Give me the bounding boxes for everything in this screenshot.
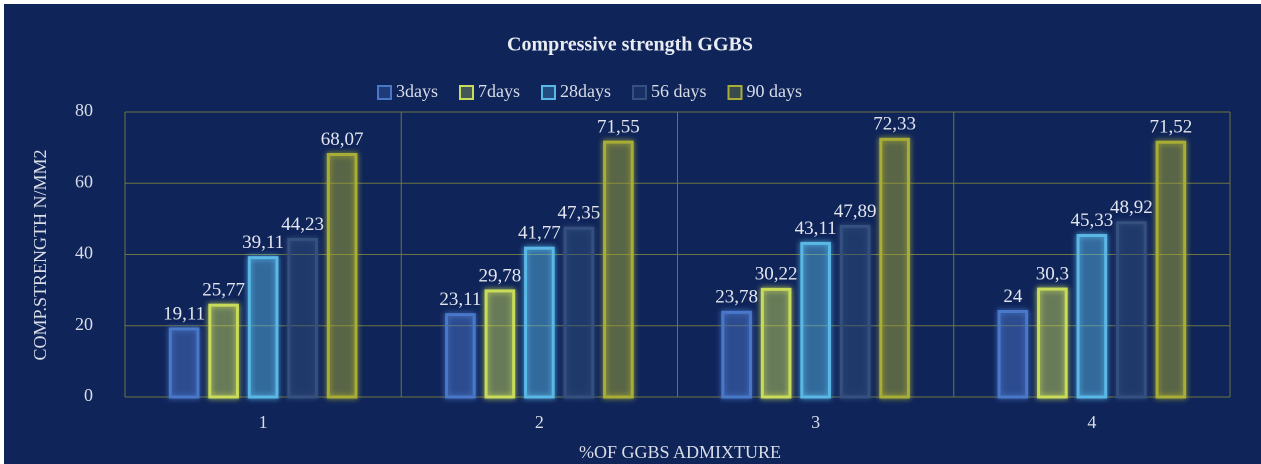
data-label: 44,23 — [281, 214, 324, 235]
bar — [603, 140, 634, 399]
legend-swatch — [727, 85, 743, 100]
data-label: 23,11 — [439, 289, 481, 310]
bar — [484, 289, 516, 399]
x-tick-label: 1 — [259, 412, 268, 432]
x-axis-label: %OF GGBS ADMIXTURE — [579, 442, 781, 462]
legend-swatch — [459, 85, 474, 100]
x-tick-label: 3 — [811, 412, 820, 432]
bar — [1116, 221, 1147, 399]
x-tick-label: 4 — [1087, 412, 1096, 432]
y-tick-label: 0 — [84, 385, 93, 405]
data-label: 68,07 — [321, 129, 364, 150]
bar — [1155, 140, 1187, 399]
data-label: 41,77 — [518, 223, 561, 244]
data-label: 71,55 — [597, 116, 640, 137]
data-label: 24 — [1003, 286, 1023, 307]
bar — [208, 303, 239, 399]
bar — [997, 310, 1029, 399]
data-label: 23,78 — [715, 287, 758, 308]
data-label: 71,52 — [1150, 117, 1193, 138]
bar — [247, 256, 279, 399]
data-label: 25,77 — [202, 280, 245, 301]
data-label: 48,92 — [1110, 197, 1153, 218]
legend-label: 7days — [478, 81, 520, 101]
data-label: 72,33 — [873, 114, 916, 135]
data-label: 47,89 — [834, 201, 877, 222]
y-axis-label: COMP.STRENGTH N/MM2 — [30, 149, 50, 360]
x-tick-label: 2 — [535, 412, 544, 432]
bar — [760, 287, 792, 399]
data-label: 29,78 — [478, 265, 521, 286]
bar — [879, 137, 910, 399]
bar — [168, 327, 200, 399]
legend-swatch — [541, 85, 556, 100]
legend-swatch — [632, 85, 647, 100]
data-label: 45,33 — [1071, 210, 1114, 231]
data-label: 19,11 — [163, 303, 205, 324]
data-label: 30,22 — [755, 264, 798, 285]
data-label: 47,35 — [558, 203, 601, 224]
legend-label: 56 days — [651, 81, 707, 101]
data-label: 39,11 — [242, 232, 284, 253]
legend-label: 28days — [560, 81, 611, 101]
y-tick-label: 80 — [75, 100, 93, 120]
legend-label: 90 days — [747, 81, 803, 101]
legend-label: 3days — [396, 81, 438, 101]
bar — [524, 246, 555, 399]
data-label: 43,11 — [795, 218, 837, 239]
bar — [800, 241, 831, 399]
bar — [445, 313, 476, 399]
legend-swatch — [377, 85, 392, 100]
y-tick-label: 40 — [75, 243, 93, 263]
chart-title: Compressive strength GGBS — [507, 34, 753, 56]
data-label: 30,3 — [1036, 263, 1069, 284]
bar — [721, 310, 752, 399]
y-tick-label: 60 — [75, 171, 93, 191]
bar — [287, 237, 318, 399]
y-tick-label: 20 — [75, 314, 93, 334]
bar — [326, 153, 358, 399]
bar — [1037, 287, 1068, 399]
bar — [1076, 234, 1108, 399]
bar — [563, 226, 595, 399]
bar — [839, 224, 871, 399]
